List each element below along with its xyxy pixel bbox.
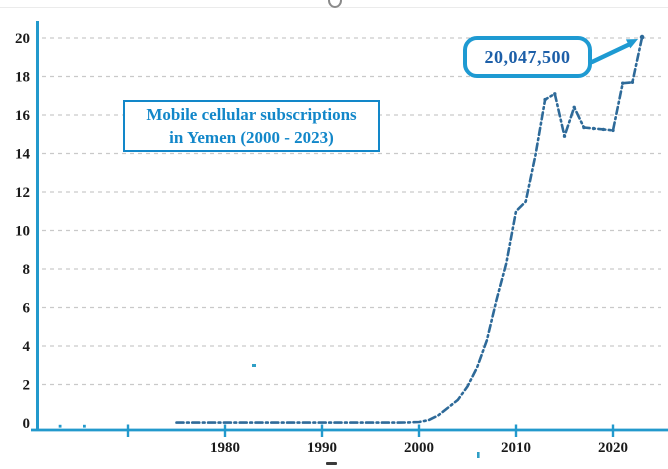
chart-title-box: Mobile cellular subscriptions in Yemen (… bbox=[123, 100, 380, 152]
y-axis-label: 18 bbox=[15, 70, 30, 86]
annotation-callout: 20,047,500 bbox=[463, 36, 592, 78]
y-axis-label: 10 bbox=[15, 224, 30, 240]
annotation-value: 20,047,500 bbox=[484, 46, 571, 67]
x-axis-label: 1980 bbox=[210, 440, 240, 456]
data-point-marker bbox=[611, 128, 615, 133]
data-point-marker bbox=[553, 92, 557, 96]
x-axis-label: 2020 bbox=[598, 440, 628, 456]
y-axis-label: 0 bbox=[23, 416, 31, 432]
axis-stray-dot bbox=[58, 424, 62, 428]
cropped-text-artifact-top bbox=[328, 0, 342, 8]
y-axis-label: 2 bbox=[23, 378, 31, 394]
data-point-marker bbox=[601, 127, 605, 132]
chart-title-line1: Mobile cellular subscriptions bbox=[146, 105, 357, 124]
x-axis-label: 1990 bbox=[307, 440, 337, 456]
data-point-marker bbox=[582, 125, 586, 130]
y-axis-label: 20 bbox=[15, 31, 30, 47]
stray-mark bbox=[252, 364, 256, 367]
data-point-marker bbox=[572, 105, 576, 110]
y-axis-label: 14 bbox=[15, 147, 31, 163]
data-series-line bbox=[175, 35, 644, 424]
y-axis-label: 8 bbox=[23, 262, 31, 278]
axis-stray-dot bbox=[83, 424, 86, 428]
y-axis-label: 6 bbox=[23, 301, 31, 317]
cropped-text-artifact-bottom bbox=[326, 462, 337, 465]
data-point-marker bbox=[543, 97, 547, 102]
x-axis-label: 2000 bbox=[404, 440, 434, 456]
annotation-arrow-shaft bbox=[589, 42, 632, 65]
data-point-marker bbox=[562, 134, 567, 138]
data-point-marker bbox=[639, 34, 645, 40]
y-axis-label: 16 bbox=[15, 108, 31, 124]
stray-mark-below-axis bbox=[477, 452, 480, 458]
y-axis-label: 12 bbox=[15, 185, 30, 201]
chart-title-line2: in Yemen (2000 - 2023) bbox=[169, 128, 334, 147]
x-axis-label: 2010 bbox=[501, 440, 531, 456]
data-point-marker bbox=[621, 81, 625, 85]
annotation-arrow-head bbox=[625, 39, 638, 49]
data-point-marker bbox=[591, 126, 596, 131]
data-point-marker bbox=[630, 80, 635, 85]
y-axis-label: 4 bbox=[23, 339, 31, 355]
